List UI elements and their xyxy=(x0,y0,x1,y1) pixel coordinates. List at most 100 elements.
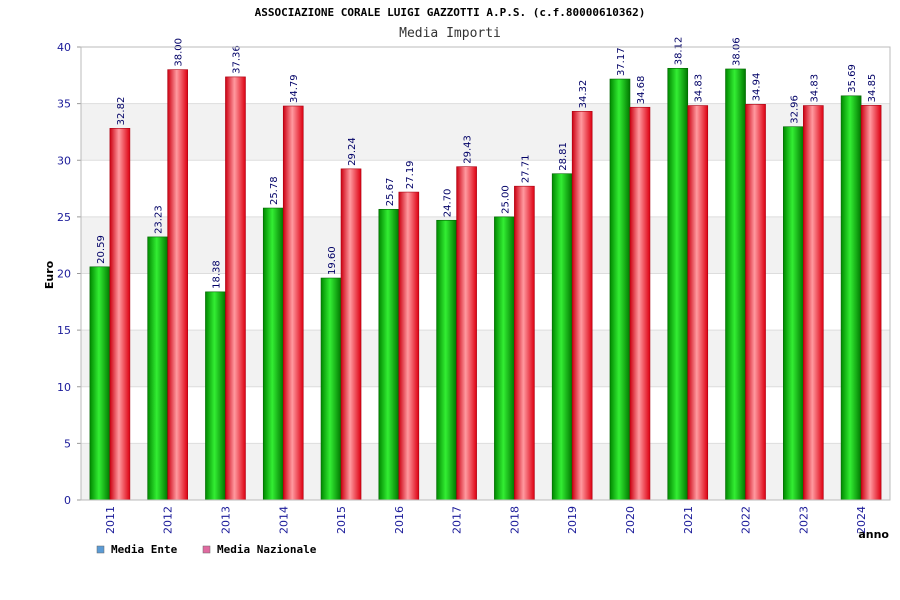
legend-label: Media Ente xyxy=(111,543,178,556)
x-tick-label: 2016 xyxy=(393,506,406,534)
bar xyxy=(514,185,535,501)
y-tick-label: 10 xyxy=(57,381,71,394)
bar xyxy=(205,291,226,501)
data-label: 34.68 xyxy=(636,76,647,105)
bar xyxy=(436,219,457,501)
data-label: 34.94 xyxy=(752,73,763,102)
data-label: 37.17 xyxy=(616,47,627,76)
y-tick-label: 15 xyxy=(57,324,71,337)
bars xyxy=(89,67,882,501)
bar xyxy=(725,68,746,501)
y-tick-label: 25 xyxy=(57,211,71,224)
bar xyxy=(494,216,515,501)
data-label: 35.69 xyxy=(847,64,858,93)
data-label: 38.06 xyxy=(732,37,743,66)
x-tick-label: 2024 xyxy=(855,506,868,534)
data-label: 37.36 xyxy=(231,45,242,74)
legend-label: Media Nazionale xyxy=(217,543,317,556)
data-label: 34.83 xyxy=(694,74,705,103)
y-axis-label: Euro xyxy=(43,260,56,289)
data-label: 34.79 xyxy=(289,74,300,103)
data-label: 34.32 xyxy=(578,80,589,109)
x-tick-label: 2017 xyxy=(451,506,464,534)
y-tick-label: 30 xyxy=(57,154,71,167)
plot-band xyxy=(81,443,890,500)
x-tick-label: 2011 xyxy=(104,506,117,534)
x-tick-label: 2012 xyxy=(162,506,175,534)
chart-title: ASSOCIAZIONE CORALE LUIGI GAZZOTTI A.P.S… xyxy=(255,6,646,19)
data-label: 32.96 xyxy=(789,95,800,124)
bar xyxy=(398,191,420,501)
data-label: 29.43 xyxy=(463,135,474,164)
bar xyxy=(167,69,188,501)
bar xyxy=(456,166,477,501)
data-label: 29.24 xyxy=(347,137,358,166)
data-label: 38.12 xyxy=(674,37,685,66)
x-tick-label: 2013 xyxy=(219,506,232,534)
data-label: 32.82 xyxy=(116,97,127,126)
data-label: 28.81 xyxy=(558,142,569,171)
bar xyxy=(629,106,651,501)
bar xyxy=(860,105,882,501)
y-tick-label: 35 xyxy=(57,98,71,111)
data-label: 25.78 xyxy=(269,176,280,205)
x-tick-label: 2023 xyxy=(797,506,810,534)
plot-band xyxy=(81,386,890,444)
y-tick-label: 20 xyxy=(57,268,71,281)
bar xyxy=(687,105,709,501)
plot-band xyxy=(81,160,890,217)
x-tick-label: 2015 xyxy=(335,506,348,534)
data-label: 23.23 xyxy=(154,205,165,234)
data-label: 20.59 xyxy=(96,235,107,264)
bar xyxy=(551,173,573,501)
bar xyxy=(667,67,689,501)
bar xyxy=(225,76,246,501)
bar xyxy=(571,111,593,501)
plot-frame xyxy=(80,46,891,501)
legend-swatch xyxy=(202,545,211,554)
data-label: 34.85 xyxy=(867,74,878,103)
plot-band xyxy=(81,103,890,161)
data-label: 25.00 xyxy=(500,185,511,214)
data-label: 25.67 xyxy=(385,178,396,207)
bar xyxy=(378,208,400,501)
y-axis-ticks: 0 5 10 15 20 25 30 35 40 xyxy=(57,41,81,507)
x-tick-label: 2022 xyxy=(740,506,753,534)
x-tick-label: 2020 xyxy=(624,506,637,534)
plot-band xyxy=(81,47,890,104)
data-label: 34.83 xyxy=(809,74,820,103)
bar xyxy=(783,126,804,501)
x-tick-label: 2018 xyxy=(508,506,521,534)
bar xyxy=(840,95,862,501)
bar xyxy=(282,105,304,501)
bar xyxy=(89,266,111,501)
plot-band xyxy=(81,216,890,274)
data-label: 38.00 xyxy=(174,38,185,67)
plot-band xyxy=(81,330,890,387)
legend: Media Ente Media Nazionale xyxy=(96,543,317,556)
x-tick-label: 2014 xyxy=(277,506,290,534)
x-axis-ticks: 2011 2012 2013 2014 2015 2016 2017 2018 2019 2020… xyxy=(104,506,868,534)
data-label: 27.19 xyxy=(405,160,416,189)
bar xyxy=(803,105,824,501)
chart-subtitle: Media Importi xyxy=(399,26,501,41)
data-label: 24.70 xyxy=(443,189,454,218)
x-tick-label: 2019 xyxy=(566,506,579,534)
bar xyxy=(262,207,284,501)
plot-band xyxy=(81,273,890,331)
legend-swatch xyxy=(96,545,105,554)
bar xyxy=(320,277,342,501)
y-tick-label: 0 xyxy=(64,494,71,507)
bar xyxy=(109,128,131,501)
y-tick-label: 5 xyxy=(64,437,71,450)
x-axis-label: anno xyxy=(858,528,889,541)
bar xyxy=(147,236,168,501)
data-label: 27.71 xyxy=(520,155,531,184)
bar xyxy=(609,78,631,501)
bar xyxy=(340,168,362,501)
data-labels: 20.59 32.82 23.23 38.00 18.38 37.36 25.78 34.79… xyxy=(96,37,878,289)
y-tick-label: 40 xyxy=(57,41,71,54)
data-label: 19.60 xyxy=(327,246,338,275)
bar xyxy=(745,104,766,501)
